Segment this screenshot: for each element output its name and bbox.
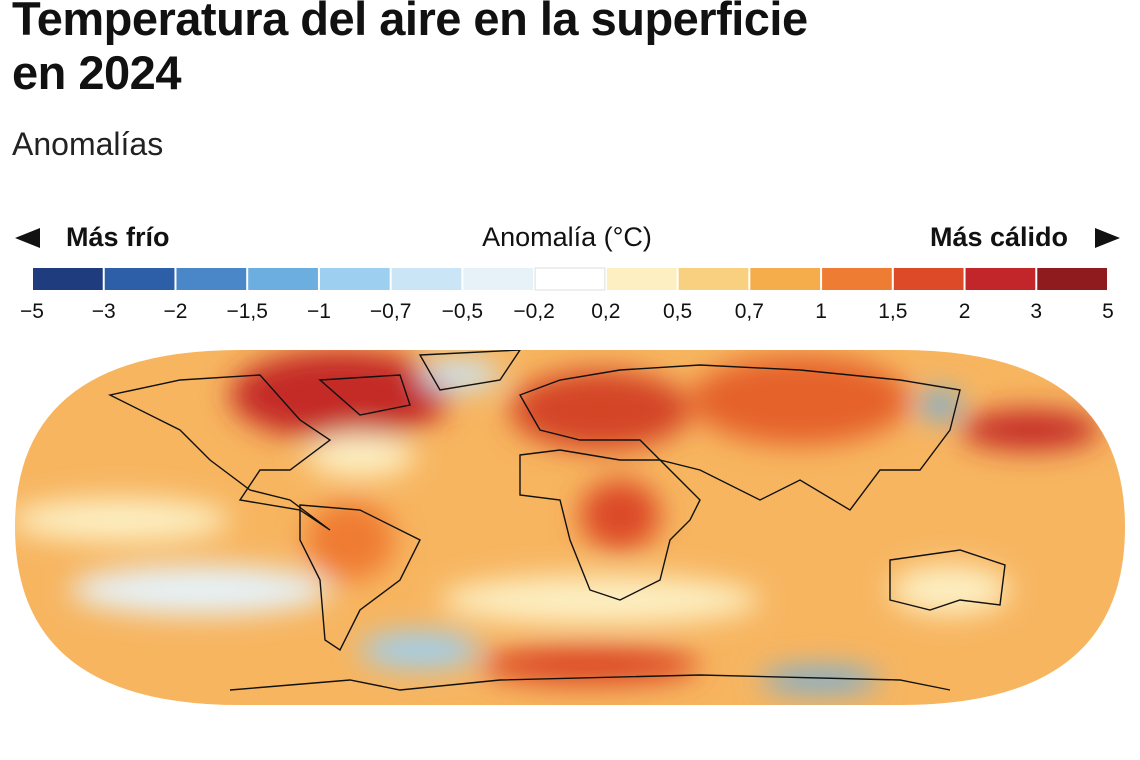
tick-label: 2 (959, 300, 971, 323)
tick-label: −0,5 (442, 300, 483, 323)
colorbar: −5 −3 −2 −1,5 −1 −0,7 −0,5 −0,2 0,2 0,5 0,7 1 1,5 2 3 5 (20, 267, 1114, 323)
colorbar-swatch (822, 268, 892, 290)
title: Temperatura del aire en la superficie en… (12, 0, 808, 99)
tick-label: −0,7 (370, 300, 411, 323)
colorbar-swatch (33, 268, 103, 290)
colorbar-swatch (1037, 268, 1107, 290)
tick-label: −1 (307, 300, 331, 323)
tick-label: −3 (92, 300, 116, 323)
colorbar-swatch (534, 267, 606, 291)
colorbar-swatch (750, 268, 821, 290)
colorbar-swatch (248, 268, 318, 290)
colorbar-swatch (104, 268, 175, 290)
tick-label: −2 (163, 300, 187, 323)
tick-label: −0,2 (513, 300, 554, 323)
tick-label: 1,5 (878, 300, 907, 323)
arrow-left (15, 228, 40, 248)
tick-label: 5 (1102, 300, 1114, 323)
legend-left-label: Más frío (66, 222, 170, 252)
legend-center-label: Anomalía (°C) (482, 222, 652, 252)
colorbar-swatch (176, 268, 247, 290)
tick-label: −5 (20, 300, 44, 323)
tick-label: 3 (1030, 300, 1042, 323)
tick-label: 0,7 (735, 300, 764, 323)
tick-label: −1,5 (226, 300, 267, 323)
arrow-right (1095, 228, 1120, 248)
colorbar-swatch (965, 268, 1036, 290)
legend-right-label: Más cálido (930, 222, 1068, 252)
colorbar-swatch (391, 268, 462, 290)
tick-label: 1 (815, 300, 827, 323)
colorbar-swatch (678, 268, 749, 290)
colorbar-swatch (463, 268, 534, 290)
colorbar-swatch (606, 268, 677, 290)
tick-label: 0,5 (663, 300, 692, 323)
colorbar-swatch (319, 268, 390, 290)
colorbar-swatch (893, 268, 964, 290)
subtitle: Anomalías (12, 126, 164, 162)
map (15, 350, 1125, 705)
tick-label: 0,2 (591, 300, 620, 323)
